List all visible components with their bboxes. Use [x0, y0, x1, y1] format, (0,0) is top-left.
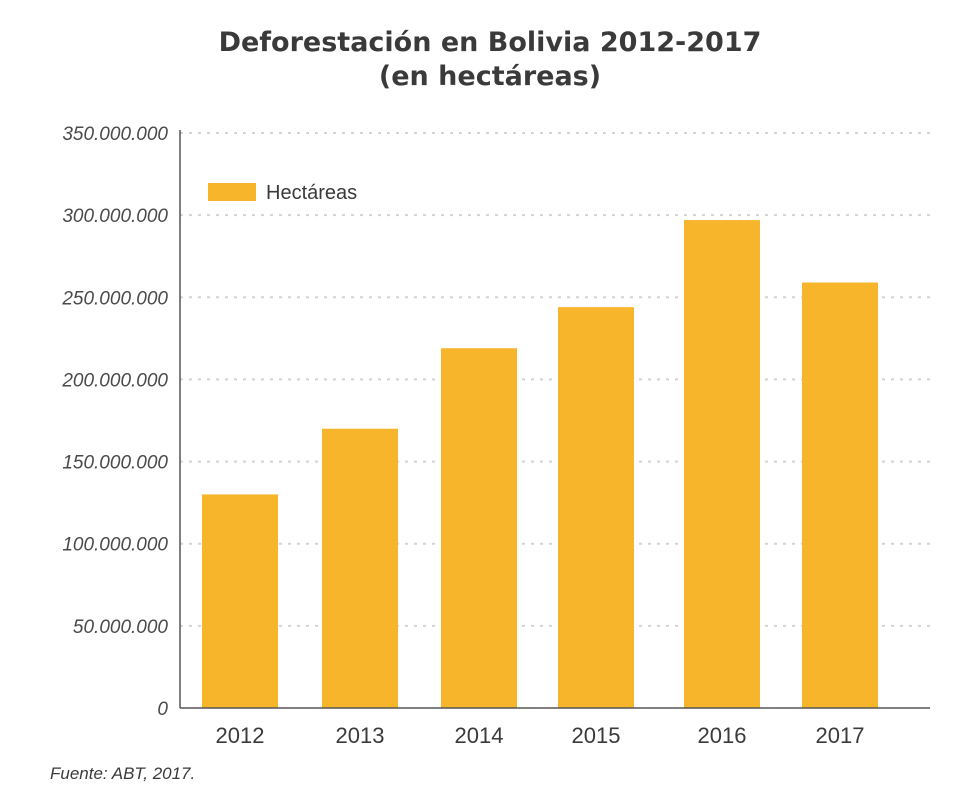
bars	[202, 220, 878, 709]
source-note: Fuente: ABT, 2017.	[50, 764, 196, 783]
chart-subtitle: (en hectáreas)	[378, 61, 602, 92]
y-tick-label: 150.000.000	[62, 453, 168, 474]
x-tick-label: 2016	[698, 723, 747, 748]
x-tick-label: 2015	[572, 723, 621, 748]
axes	[179, 130, 930, 709]
legend-label: Hectáreas	[266, 182, 357, 204]
y-tick-labels: 0 50.000.000 100.000.000 150.000.000 200.000…	[61, 124, 168, 720]
legend-swatch	[208, 183, 256, 201]
x-tick-label: 2014	[455, 723, 504, 748]
x-tick-labels: 2012 2013 2014 2015 2016 2017	[216, 723, 865, 748]
bar	[202, 494, 278, 708]
y-tick-label: 300.000.000	[62, 206, 168, 227]
y-tick-label: 350.000.000	[62, 124, 168, 145]
legend: Hectáreas	[208, 182, 357, 204]
x-tick-label: 2017	[816, 723, 865, 748]
bar	[322, 428, 398, 708]
chart-title: Deforestación en Bolivia 2012-2017	[218, 27, 762, 58]
bar	[684, 220, 760, 709]
x-tick-label: 2012	[216, 723, 265, 748]
bar	[802, 282, 878, 708]
y-tick-label: 200.000.000	[61, 370, 168, 391]
bar	[441, 348, 517, 708]
bar-chart: 0 50.000.000 100.000.000 150.000.000 200.000…	[61, 124, 930, 748]
bar	[558, 307, 634, 708]
y-tick-label: 100.000.000	[62, 535, 168, 556]
x-tick-label: 2013	[336, 723, 385, 748]
y-tick-label: 250.000.000	[61, 288, 168, 309]
y-tick-label: 50.000.000	[73, 617, 169, 638]
y-tick-label: 0	[157, 699, 168, 720]
